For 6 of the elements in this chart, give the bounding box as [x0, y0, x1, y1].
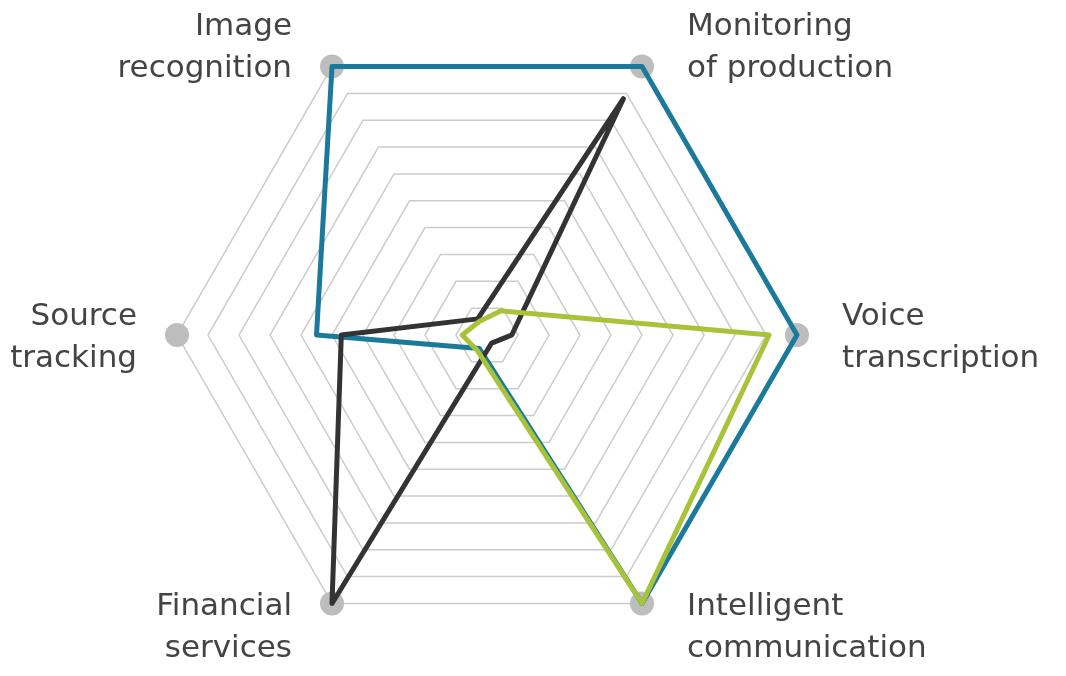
spoke-label: Voice transcription [842, 296, 1040, 374]
spoke-label: Intelligent communication [687, 586, 927, 665]
spoke-label: Source tracking [10, 296, 137, 374]
spoke-label: Monitoring of production [687, 5, 894, 84]
spoke-label: Image recognition [117, 5, 292, 84]
spoke-label: Financial services [156, 586, 292, 665]
